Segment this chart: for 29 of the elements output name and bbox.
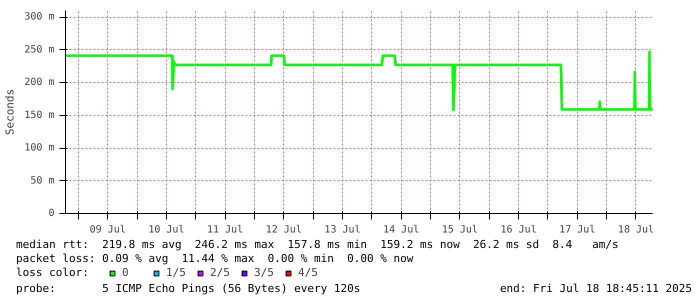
- legend-label: 0: [122, 266, 130, 279]
- text: probe: 5 ICMP Echo Pings (56 Bytes) every 120s: [16, 282, 360, 296]
- x-tick-label: 13 Jul: [324, 224, 361, 236]
- y-tick-label: 0: [48, 208, 55, 219]
- x-tick-label: 11 Jul: [207, 224, 244, 236]
- x-tick-label: 18 Jul: [618, 224, 654, 236]
- y-tick-label: 300 m: [24, 12, 55, 23]
- y-tick-label: 50 m: [30, 175, 55, 186]
- y-axis-title: Seconds: [3, 88, 16, 136]
- text: end: Fri Jul 18 18:45:11 2025: [500, 282, 692, 296]
- legend-label: 2/5: [210, 266, 230, 279]
- legend-label: 4/5: [298, 266, 318, 279]
- y-tick-label: 100 m: [24, 142, 55, 154]
- text: median rtt: 219.8 ms avg 246.2 ms max 157.8 ms min 159.2 ms now 26.2 ms sd 8.4 am/s: [16, 238, 619, 252]
- x-tick-label: 15 Jul: [442, 224, 478, 236]
- line-series: [66, 50, 652, 112]
- x-tick-label: 09 Jul: [90, 224, 126, 236]
- text: packet loss: 0.09 % avg 11.44 % max 0.00 % min 0.00 % now: [16, 252, 414, 266]
- x-tick-label: 10 Jul: [148, 224, 184, 236]
- y-tick-label: 200 m: [24, 77, 55, 88]
- legend-label: 1/5: [166, 266, 186, 279]
- x-tick-label: 17 Jul: [559, 224, 596, 236]
- legend-label: 3/5: [254, 266, 274, 279]
- y-tick-label: 150 m: [24, 110, 55, 121]
- x-tick-label: 12 Jul: [266, 224, 302, 236]
- x-tick-label: 14 Jul: [383, 224, 420, 236]
- y-tick-label: 250 m: [24, 44, 55, 56]
- x-tick-label: 16 Jul: [500, 224, 537, 236]
- legend-title: loss color:: [16, 266, 89, 280]
